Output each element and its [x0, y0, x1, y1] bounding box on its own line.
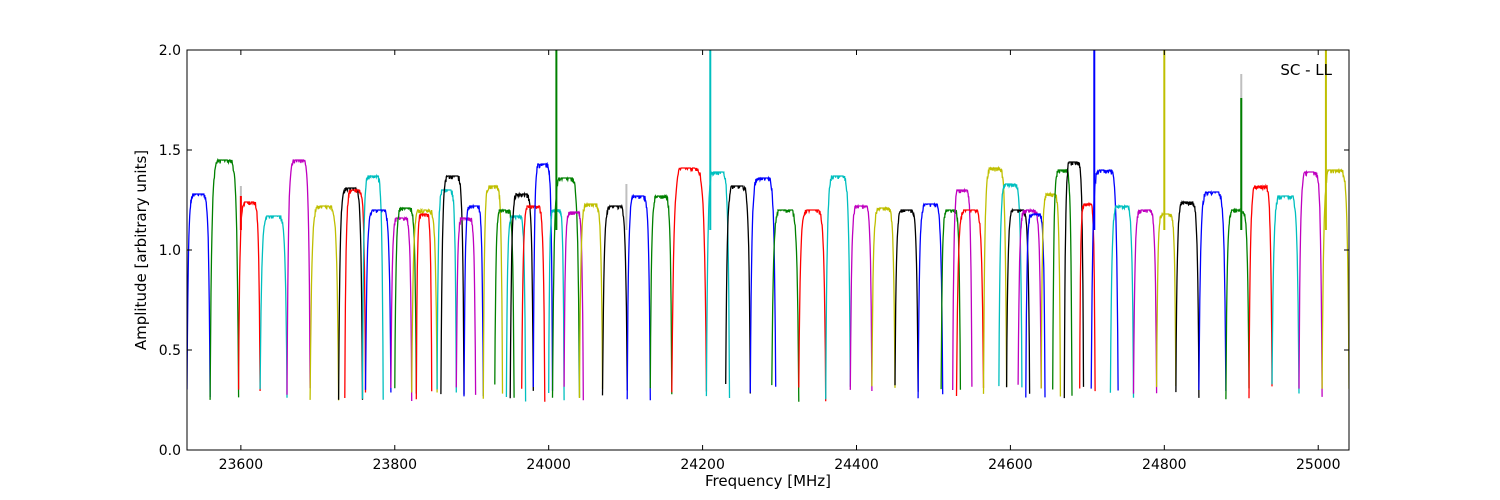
y-tick-label: 0.0 [159, 443, 181, 459]
y-axis-label: Amplitude [arbitrary units] [132, 150, 150, 350]
series-line [1271, 194, 1300, 394]
series-line [578, 201, 604, 399]
series-line [952, 187, 973, 391]
y-tick-label: 1.0 [159, 243, 181, 259]
series-line [649, 194, 673, 395]
spike-layer [239, 50, 1327, 230]
y-tick-label: 2.0 [159, 43, 181, 59]
series-line [1109, 204, 1135, 398]
x-tick-label: 24200 [680, 457, 725, 473]
series-line [1052, 167, 1073, 396]
x-tick-label: 23800 [373, 457, 418, 473]
series-line [955, 209, 985, 397]
series-line [1005, 207, 1031, 394]
x-tick-label: 24800 [1142, 457, 1187, 473]
series-line [344, 188, 367, 399]
series-line [187, 193, 211, 398]
series-layer [187, 157, 1349, 402]
x-tick-label: 24000 [526, 457, 571, 473]
series-line [917, 202, 944, 399]
y-tick-label: 0.5 [159, 343, 181, 359]
series-line [436, 188, 457, 393]
series-line [1132, 208, 1158, 394]
y-tick-label: 1.5 [159, 143, 181, 159]
series-line [798, 209, 827, 402]
series-line [671, 167, 708, 393]
series-line [463, 203, 484, 397]
series-line [982, 165, 1008, 394]
series-line [1090, 169, 1119, 391]
series-line [1079, 201, 1096, 392]
x-tick-label: 25000 [1296, 457, 1341, 473]
series-line [509, 191, 534, 399]
series-line [390, 216, 413, 402]
tick-layer: 23600 23800 24000 24200 24400 24600 24800 25000… [159, 43, 1349, 473]
series-line [521, 203, 546, 402]
series-line [1225, 207, 1250, 400]
series-line [871, 205, 896, 388]
series-line [1198, 190, 1227, 392]
series-line [998, 183, 1023, 388]
series-line [563, 210, 584, 401]
series-line [1155, 211, 1177, 388]
series-line [455, 217, 477, 395]
series-line [364, 209, 392, 393]
series-line [725, 185, 751, 394]
series-line [601, 203, 628, 396]
series-line [771, 208, 800, 402]
series-line [361, 173, 384, 400]
series-line [337, 186, 364, 400]
series-line [532, 161, 554, 391]
series-line [440, 174, 465, 395]
series-line [825, 175, 851, 400]
series-line [505, 213, 527, 402]
series-line [849, 203, 873, 392]
x-tick-label: 24400 [834, 457, 879, 473]
x-axis-label: Frequency [MHz] [705, 472, 831, 490]
series-line [1063, 161, 1085, 399]
series-line [1175, 199, 1200, 398]
series-line [1040, 191, 1062, 397]
series-line [415, 213, 433, 400]
series-line [237, 201, 261, 392]
x-tick-label: 23600 [219, 457, 264, 473]
series-line [411, 207, 438, 393]
series-line [1298, 169, 1323, 397]
series-line [482, 184, 504, 399]
series-line [1025, 213, 1046, 398]
series-line [394, 206, 417, 394]
series-line [626, 193, 651, 401]
series-line [1248, 183, 1273, 399]
series-line [259, 215, 288, 398]
series-line [940, 209, 962, 390]
series-line [209, 157, 240, 400]
x-tick-label: 24600 [988, 457, 1033, 473]
series-line [1017, 207, 1042, 389]
legend-label: SC - LL [1280, 61, 1332, 79]
series-line [894, 209, 919, 392]
series-line [286, 159, 311, 395]
series-line [749, 175, 777, 393]
series-line [309, 204, 340, 401]
